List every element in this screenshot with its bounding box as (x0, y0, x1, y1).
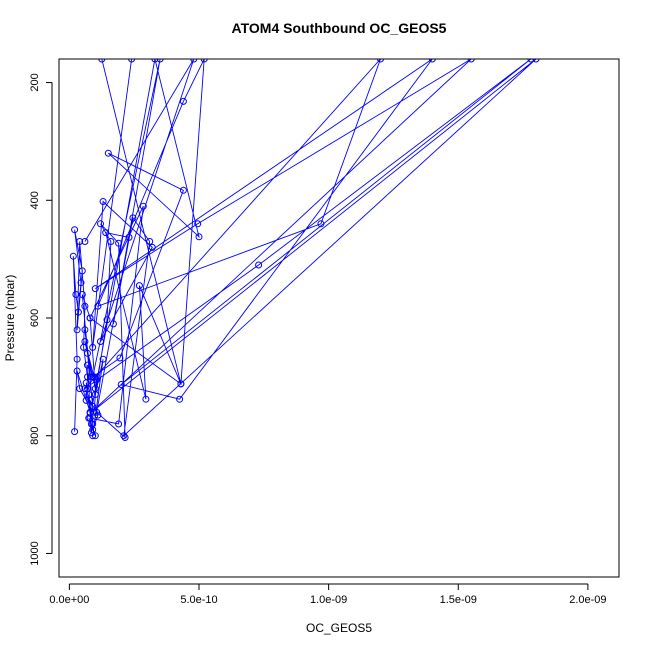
data-point (78, 267, 86, 275)
data-point (86, 396, 94, 404)
x-axis-label: OC_GEOS5 (306, 621, 372, 635)
data-point (129, 214, 137, 222)
data-point (120, 432, 128, 440)
data-point (87, 420, 95, 428)
data-point (121, 434, 129, 441)
data-point (94, 302, 102, 310)
data-point (109, 320, 117, 328)
data-point (84, 385, 91, 393)
data-point (93, 376, 101, 384)
y-tick-label: 1000 (29, 541, 41, 565)
data-point (99, 355, 107, 363)
data-point (85, 414, 93, 422)
data-point (86, 314, 94, 322)
x-tick-label: 1.5e-09 (440, 594, 477, 606)
data-point (139, 202, 147, 210)
data-point (73, 355, 81, 363)
data-point (98, 59, 106, 63)
data-point (527, 59, 535, 63)
data-point (78, 291, 86, 298)
data-point (71, 226, 79, 234)
data-point (179, 186, 187, 194)
data-point (84, 349, 91, 357)
data-point (91, 385, 99, 393)
data-point (532, 59, 540, 63)
x-tick-label: 0.0e+00 (49, 594, 89, 606)
series-2-line (72, 229, 99, 436)
data-point (81, 338, 89, 345)
data-point (82, 396, 90, 404)
data-point (377, 59, 384, 63)
data-point (77, 279, 85, 287)
y-axis: 200 400 600 800 1000 (29, 73, 53, 566)
series-1-line (84, 59, 537, 439)
data-point (146, 238, 154, 245)
data-point (179, 97, 187, 105)
data-point (81, 302, 89, 310)
data-point (104, 149, 112, 157)
x-tick-label: 2.0e-09 (569, 594, 606, 606)
data-point (151, 59, 159, 63)
data-point (255, 261, 263, 269)
data-point (194, 220, 202, 228)
data-point (107, 238, 115, 245)
data-point (97, 220, 104, 228)
x-tick-label: 5.0e-10 (180, 594, 217, 606)
data-point (117, 381, 125, 388)
x-tick-label: 1.0e-09 (310, 594, 347, 606)
data-point (195, 233, 203, 241)
data-point (176, 395, 184, 403)
data-point (97, 338, 104, 345)
x-axis: 0.0e+00 5.0e-10 1.0e-09 1.5e-09 2.0e-09 (49, 583, 607, 606)
data-point (73, 367, 81, 375)
data-point (200, 59, 208, 63)
data-point (142, 395, 150, 403)
data-point (116, 354, 124, 362)
data-point (467, 59, 475, 63)
y-axis-label: Pressure (mbar) (3, 275, 17, 362)
data-point (81, 238, 89, 245)
data-point (94, 411, 102, 419)
data-point (128, 59, 136, 63)
data-point (76, 385, 84, 393)
y-tick-label: 400 (29, 191, 41, 209)
data-point (190, 59, 198, 63)
data-point (125, 233, 133, 241)
series-layer (69, 59, 540, 441)
data-point (135, 282, 143, 290)
data-point (76, 238, 84, 245)
data-point (73, 326, 81, 334)
data-point (177, 380, 185, 388)
data-point (91, 285, 99, 293)
data-point (91, 432, 99, 440)
data-point (71, 428, 79, 436)
data-point (87, 373, 95, 381)
data-point (148, 243, 156, 251)
data-point (81, 326, 89, 334)
data-point (103, 316, 111, 324)
y-tick-label: 800 (29, 427, 41, 445)
chart-title: ATOM4 Southbound OC_GEOS5 (232, 20, 447, 36)
y-tick-label: 600 (29, 309, 41, 327)
data-point (99, 198, 107, 205)
plot-frame (58, 58, 620, 578)
data-point (317, 220, 325, 228)
data-point (115, 420, 123, 428)
data-point (115, 239, 123, 247)
data-point (69, 252, 77, 260)
data-point (74, 308, 82, 316)
data-point (428, 59, 436, 63)
data-point (84, 361, 91, 369)
data-point (102, 229, 110, 237)
data-point (156, 59, 164, 63)
y-tick-label: 200 (29, 73, 41, 91)
